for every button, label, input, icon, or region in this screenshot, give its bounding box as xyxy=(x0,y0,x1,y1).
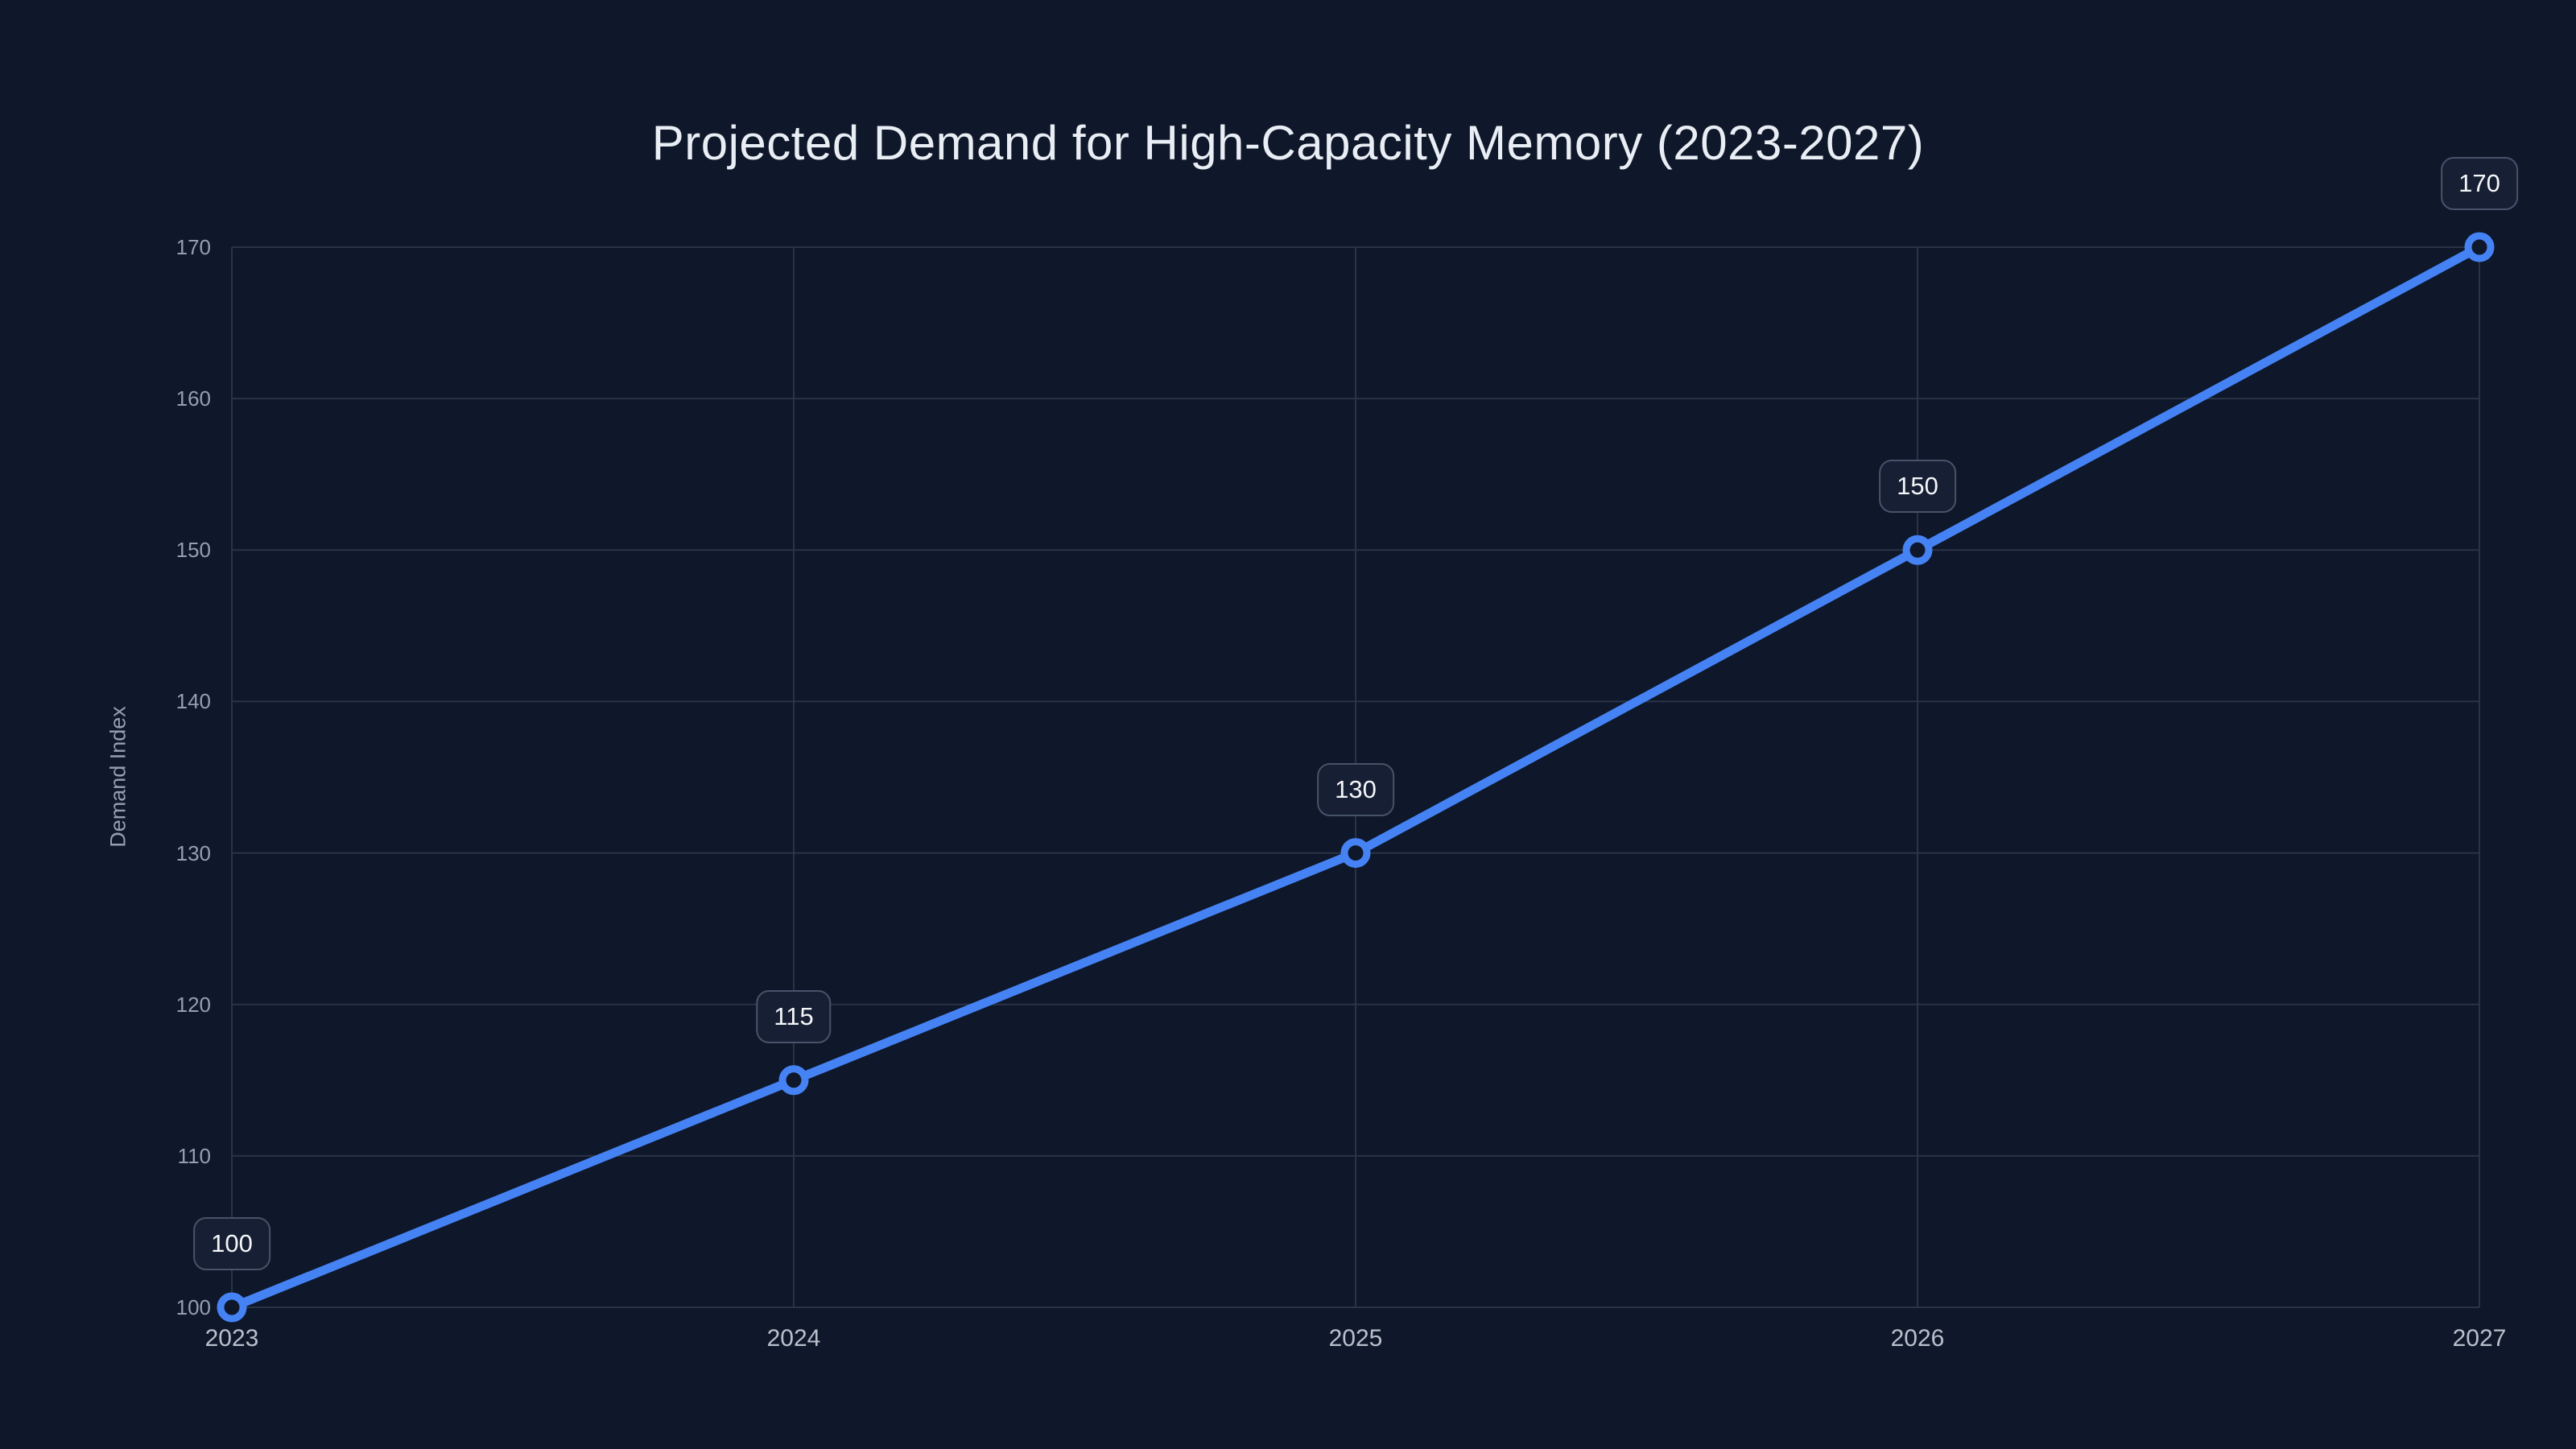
data-label: 150 xyxy=(1879,460,1956,514)
y-tick-label: 160 xyxy=(175,386,211,411)
data-point-marker xyxy=(1902,535,1933,565)
x-tick-label: 2024 xyxy=(766,1325,821,1352)
y-tick-label: 110 xyxy=(177,1143,211,1168)
x-tick-label: 2027 xyxy=(2452,1325,2507,1352)
data-label: 130 xyxy=(1317,762,1394,816)
x-tick-label: 2026 xyxy=(1890,1325,1945,1352)
y-tick-label: 170 xyxy=(175,235,211,259)
x-tick-label: 2023 xyxy=(204,1325,259,1352)
y-tick-label: 150 xyxy=(175,538,211,563)
data-point-marker xyxy=(778,1065,809,1096)
chart-title: Projected Demand for High-Capacity Memor… xyxy=(651,116,1925,170)
y-tick-label: 120 xyxy=(175,992,211,1017)
data-label: 100 xyxy=(193,1217,270,1270)
data-label: 170 xyxy=(2441,157,2518,210)
y-tick-label: 130 xyxy=(175,840,211,865)
data-point-marker xyxy=(217,1292,247,1323)
x-tick-label: 2025 xyxy=(1328,1325,1383,1352)
data-label: 115 xyxy=(756,989,832,1043)
data-point-marker xyxy=(1340,838,1371,869)
data-point-marker xyxy=(2464,232,2495,262)
y-tick-label: 140 xyxy=(175,689,211,714)
y-tick-label: 100 xyxy=(175,1295,211,1319)
